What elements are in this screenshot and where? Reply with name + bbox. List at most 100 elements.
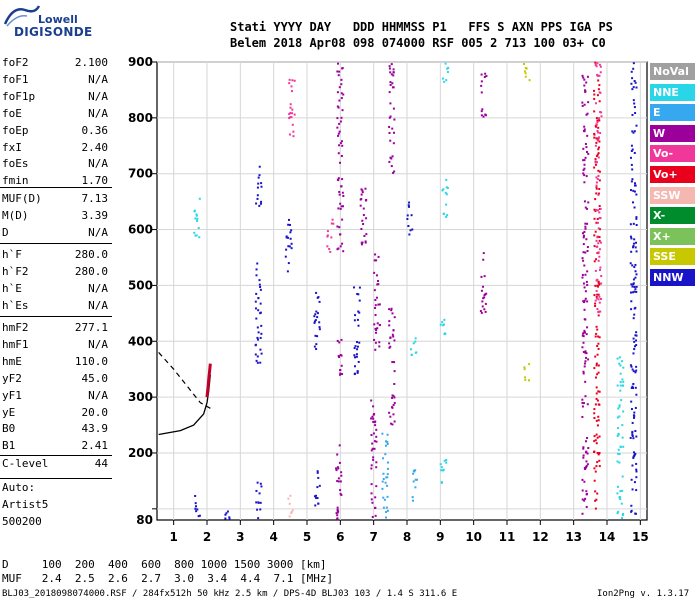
echo-point	[393, 339, 396, 342]
echo-point	[336, 225, 339, 228]
param-row: foF1 N/A	[2, 73, 108, 91]
echo-point	[618, 453, 621, 456]
echo-point	[524, 75, 527, 78]
echo-point	[634, 112, 637, 115]
y-tick-label: 300	[128, 390, 153, 404]
echo-point	[587, 152, 590, 155]
echo-point	[194, 234, 197, 237]
echo-point	[338, 161, 341, 164]
echo-point	[629, 223, 632, 226]
legend-item: NoVal	[650, 63, 695, 80]
param-row: foEp 0.36	[2, 124, 108, 142]
echo-point	[336, 339, 339, 342]
echo-point	[445, 178, 448, 181]
echo-point	[259, 312, 262, 315]
echo-point	[595, 192, 598, 195]
legend-item: NNW	[650, 269, 695, 286]
echo-point	[389, 139, 392, 142]
echo-point	[360, 227, 363, 230]
echo-point	[634, 406, 637, 409]
echo-point	[393, 170, 396, 173]
echo-point	[317, 502, 320, 505]
echo-point	[255, 359, 258, 362]
echo-point	[582, 172, 585, 175]
echo-point	[384, 444, 387, 447]
echo-point	[595, 155, 598, 158]
echo-point	[582, 234, 585, 237]
echo-point	[440, 481, 443, 484]
echo-point	[619, 384, 622, 387]
echo-point	[596, 345, 599, 348]
echo-point	[384, 453, 387, 456]
echo-point	[597, 252, 600, 255]
echo-point	[374, 506, 377, 509]
echo-point	[630, 82, 633, 85]
echo-point	[288, 223, 291, 226]
echo-point	[357, 293, 360, 296]
echo-point	[593, 450, 596, 453]
echo-point	[583, 308, 586, 311]
echo-point	[581, 398, 584, 401]
echo-point	[340, 354, 343, 357]
echo-point	[583, 181, 586, 184]
echo-point	[374, 304, 377, 307]
echo-point	[337, 152, 340, 155]
echo-point	[337, 62, 340, 65]
x-tick-label: 13	[565, 530, 582, 544]
echo-point	[635, 365, 638, 368]
echo-point	[597, 347, 600, 350]
echo-point	[372, 417, 375, 420]
echo-point	[599, 111, 602, 114]
echo-point	[363, 234, 366, 237]
echo-point	[595, 184, 598, 187]
echo-point	[481, 300, 484, 303]
echo-point	[254, 353, 257, 356]
echo-point	[353, 347, 356, 350]
echo-point	[381, 432, 384, 435]
echo-point	[594, 198, 597, 201]
echo-point	[358, 286, 361, 289]
echo-point	[364, 241, 367, 244]
echo-point	[336, 248, 339, 251]
echo-point	[338, 190, 341, 193]
param-row: yF1 N/A	[2, 389, 108, 407]
echo-point	[336, 480, 339, 483]
echo-point	[374, 514, 377, 517]
echo-point	[622, 445, 625, 448]
echo-point	[597, 419, 600, 422]
echo-point	[326, 245, 329, 248]
echo-point	[326, 230, 329, 233]
echo-point	[372, 405, 375, 408]
echo-point	[287, 262, 290, 265]
echo-point	[594, 302, 597, 305]
echo-point	[595, 386, 598, 389]
echo-point	[597, 259, 600, 262]
echo-point	[483, 275, 486, 278]
echo-point	[595, 123, 598, 126]
echo-point	[342, 194, 345, 197]
echo-point	[480, 91, 483, 94]
echo-point	[293, 113, 296, 116]
echo-point	[339, 202, 342, 205]
echo-point	[581, 101, 584, 104]
param-name: hmF1	[2, 337, 29, 351]
echo-point	[391, 333, 394, 336]
echo-point	[631, 488, 634, 491]
echo-point	[633, 313, 636, 316]
echo-point	[390, 157, 393, 160]
param-row: foF2 2.100	[2, 56, 108, 74]
echo-point	[582, 454, 585, 457]
echo-point	[287, 497, 290, 500]
digisonde-logo-mark	[3, 5, 41, 27]
echo-point	[391, 406, 394, 409]
echo-point	[392, 404, 395, 407]
echo-point	[632, 370, 635, 373]
echo-point	[336, 105, 339, 108]
echo-point	[374, 253, 377, 256]
echo-point	[256, 194, 259, 197]
echo-point	[633, 130, 636, 133]
echo-point	[446, 67, 449, 70]
echo-point	[337, 207, 340, 210]
echo-point	[523, 62, 526, 65]
